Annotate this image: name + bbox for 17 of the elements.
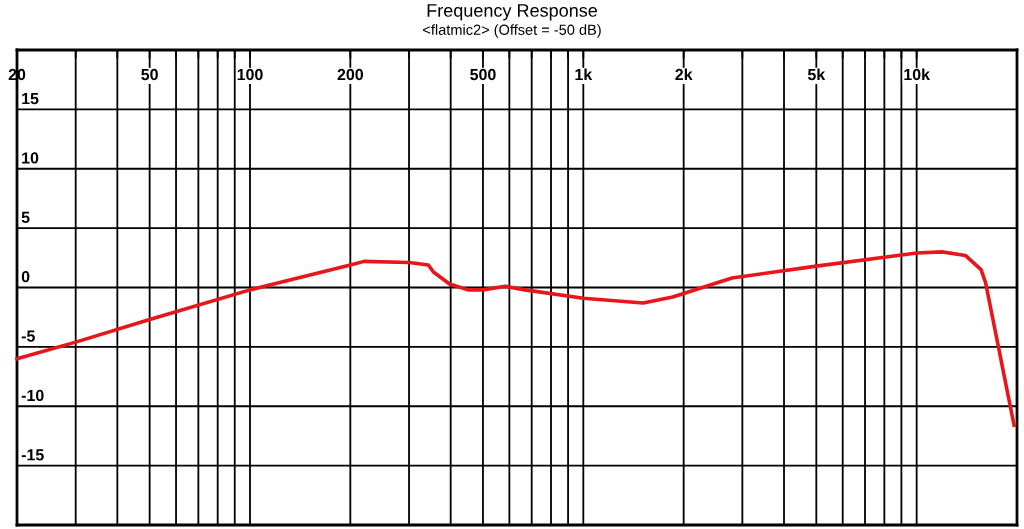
y-tick-label: -15 <box>21 449 44 461</box>
x-tick-label: 5k <box>807 68 826 81</box>
chart-subtitle: <flatmic2> (Offset = -50 dB) <box>423 24 601 38</box>
y-tick-label: 15 <box>22 93 39 105</box>
x-tick-label: 200 <box>337 68 363 81</box>
x-tick-label: 500 <box>470 68 496 81</box>
y-tick-label: -10 <box>21 389 44 402</box>
x-tick-label: 100 <box>237 68 263 81</box>
x-tick-label: 2k <box>675 68 693 81</box>
chart-title: Frequency Response <box>427 4 598 21</box>
y-tick-label: 0 <box>21 271 30 283</box>
y-tick-label: 5 <box>21 211 30 223</box>
x-tick-label: 10k <box>904 68 930 81</box>
x-tick-label: 1k <box>575 68 593 81</box>
y-tick-label: -5 <box>21 330 35 342</box>
x-tick-label: 50 <box>141 68 158 81</box>
y-tick-label: 10 <box>22 152 39 164</box>
